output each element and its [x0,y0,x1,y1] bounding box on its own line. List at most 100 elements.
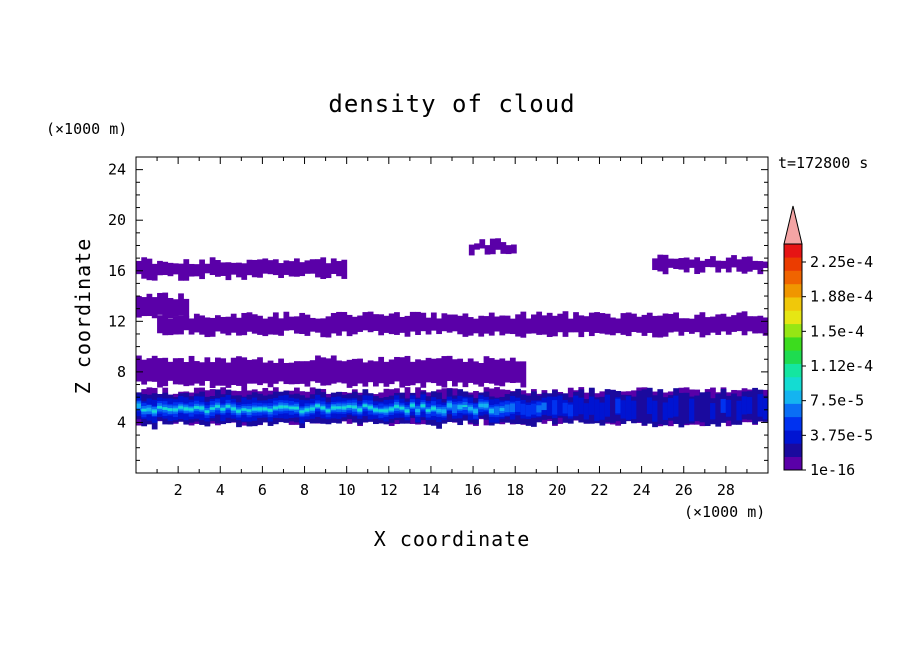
contour-cell [599,402,606,420]
contour-cell [505,245,512,255]
contour-cell [141,257,148,279]
contour-cell [225,405,232,408]
x-tick-label: 8 [300,481,309,499]
contour-cell [209,362,216,389]
contour-cell [225,316,232,336]
y-tick-label: 8 [117,363,126,381]
contour-cell [257,357,263,386]
contour-cell [157,406,163,409]
contour-cell [167,408,174,411]
contour-cell [336,406,342,409]
contour-cell [520,311,527,338]
contour-cell [388,359,395,385]
contour-cell [588,396,595,415]
contour-cell [704,317,711,336]
contour-cell [167,297,174,319]
y-tick-label: 20 [108,211,126,229]
x-tick-label: 16 [464,481,482,499]
contour-cell [441,356,448,388]
contour-cell [588,312,595,337]
contour-cell [220,358,227,386]
x-tick-label: 24 [633,481,651,499]
contour-cell [157,292,163,315]
contour-cell [304,408,311,411]
x-tick-label: 26 [675,481,693,499]
contour-cell [710,403,716,420]
contour-cell [757,394,764,417]
contour-cell [489,238,496,255]
contour-cell [251,259,258,278]
contour-cell [246,409,253,412]
colorbar-swatch [784,443,802,458]
contour-cell [283,260,290,275]
colorbar-swatch [784,456,802,471]
contour-cell [495,238,501,250]
y-axis-label: Z coordinate [71,238,95,395]
colorbar-label: 3.75e-5 [810,426,873,444]
contour-cell [479,239,486,249]
contour-cell [204,263,211,274]
contour-cell [373,314,379,331]
contour-cell [178,263,184,281]
contour-cell [420,312,427,332]
contour-cell [546,396,553,416]
colorbar-swatch [784,257,802,271]
contour-cell [678,318,685,336]
x-tick-label: 18 [506,481,524,499]
contour-cell [394,356,400,382]
contour-cell [193,406,200,409]
contour-cell [178,315,184,335]
contour-cell [183,298,190,318]
contour-cell [731,255,737,268]
contour-cell [267,260,274,275]
contour-cell [473,318,479,334]
contour-cell [320,357,327,386]
contour-cell [531,314,537,334]
contour-cell [720,313,727,332]
colorbar-label: 2.25e-4 [810,253,873,271]
contour-cell [309,360,316,382]
x-unit-label: (×1000 m) [684,503,765,521]
contour-cell [636,390,643,423]
contour-cell [215,357,221,386]
x-axis-label: X coordinate [374,527,531,551]
contour-cell [183,259,190,281]
contour-cell [330,406,337,409]
contour-cell [620,313,627,335]
contour-cell [425,357,432,383]
contour-cell [573,395,579,417]
contour-cell [409,311,416,332]
contour-cell [325,409,332,412]
contour-cell [499,358,506,387]
contour-cell [246,359,253,384]
contour-cell [610,389,616,423]
contour-cell [215,315,221,332]
contour-cell [673,395,679,417]
contour-cell [515,314,521,337]
contour-cell [251,314,258,334]
contour-cell [762,261,769,269]
contour-cell [351,316,358,335]
contour-cell [299,361,306,384]
contour-cell [446,403,453,408]
contour-cell [162,357,169,387]
contour-cell [283,311,290,331]
contour-cell [509,318,516,335]
contour-cell [136,296,142,318]
contour-cell [662,402,669,420]
contour-cell [488,408,495,414]
contour-cell [474,243,480,250]
contour-cell [383,409,390,412]
chart-title: density of cloud [328,90,575,118]
contour-cell [488,312,495,336]
contour-cell [757,261,764,275]
contour-cell [694,314,701,333]
contour-cell [436,318,442,335]
contour-cell [762,398,769,420]
contour-cell [578,397,585,415]
contour-cell [178,406,184,409]
contour-cell [172,316,179,335]
contour-cell [715,393,722,427]
contour-cell [420,404,427,407]
